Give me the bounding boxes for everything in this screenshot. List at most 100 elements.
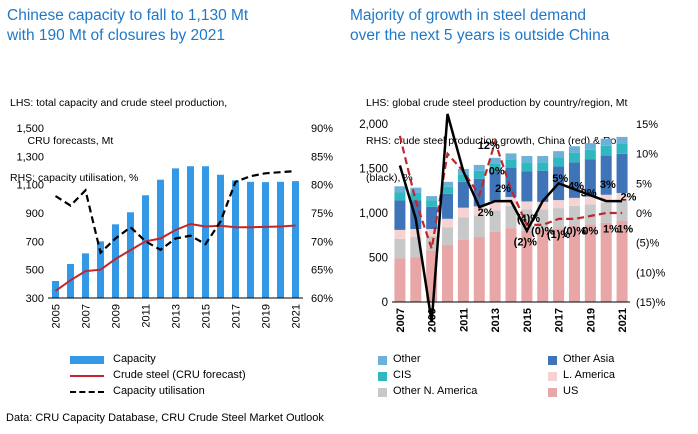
capacity-swatch bbox=[70, 356, 104, 364]
stack-segment bbox=[616, 221, 628, 302]
stack-segment bbox=[426, 229, 438, 237]
stack-segment bbox=[394, 258, 406, 302]
right-y-tick: (10)% bbox=[636, 267, 666, 279]
stack-segment bbox=[473, 206, 485, 216]
legend-us-label: US bbox=[563, 385, 579, 397]
stack-segment bbox=[584, 196, 596, 205]
stack-segment bbox=[568, 205, 580, 226]
capacity-bar bbox=[277, 181, 284, 298]
stack-segment bbox=[521, 156, 533, 163]
growth-data-label: (1)% bbox=[547, 229, 570, 241]
stack-segment bbox=[505, 159, 517, 168]
stack-segment bbox=[553, 157, 565, 167]
right-y-tick: 85% bbox=[311, 151, 333, 163]
stack-segment bbox=[457, 207, 469, 218]
stack-segment bbox=[568, 146, 580, 153]
growth-data-label: 3% bbox=[581, 187, 597, 199]
left-title-line-1: Chinese capacity to fall to 1,130 Mt bbox=[7, 7, 249, 24]
x-tick: 2021 bbox=[291, 304, 303, 328]
stack-segment bbox=[410, 187, 422, 193]
stack-segment bbox=[489, 210, 501, 232]
right-y-tick: 65% bbox=[311, 265, 333, 277]
growth-data-label: (0)% bbox=[563, 225, 586, 237]
x-tick: 2017 bbox=[231, 304, 243, 328]
right-title: Majority of growth in steel demand over … bbox=[350, 6, 609, 46]
stack-segment bbox=[537, 201, 549, 210]
legend-capacity-label: Capacity bbox=[113, 353, 156, 365]
stack-segment bbox=[521, 230, 533, 302]
capacity-bar bbox=[247, 181, 254, 298]
right-y-tick: 10% bbox=[636, 149, 658, 161]
stack-segment bbox=[473, 170, 485, 179]
left-note-line-1: LHS: total capacity and crude steel prod… bbox=[10, 97, 228, 109]
growth-data-label: 2% bbox=[620, 192, 636, 204]
legend-row-1: Other Other Asia bbox=[378, 352, 688, 368]
left-y-tick: 1,500 bbox=[359, 164, 388, 176]
stack-segment bbox=[457, 174, 469, 182]
capacity-bar bbox=[112, 224, 119, 298]
left-chart: 300 500 700 900 1,100 1,300 1,500 60% 65% 70% 75% 8… bbox=[16, 123, 333, 328]
capacity-utilisation-line bbox=[54, 170, 296, 255]
x-tick: 2009 bbox=[111, 304, 123, 328]
left-legend: Capacity Crude steel (CRU forecast) Capa… bbox=[70, 352, 330, 400]
stack-segment bbox=[600, 138, 612, 146]
x-tick: 2011 bbox=[458, 308, 470, 332]
stack-segment bbox=[489, 157, 501, 164]
legend-capacity: Capacity bbox=[70, 352, 330, 368]
left-y-tick: 500 bbox=[369, 253, 388, 265]
left-y-tick: 1,300 bbox=[16, 151, 44, 163]
stack-segment bbox=[426, 250, 438, 302]
legend-util-label: Capacity utilisation bbox=[113, 385, 205, 397]
stack-segment bbox=[521, 209, 533, 231]
stack-segment bbox=[473, 215, 485, 238]
stack-segment bbox=[426, 200, 438, 207]
cis-swatch bbox=[378, 372, 387, 381]
right-y-tick: 5% bbox=[636, 178, 652, 190]
china-growth-line bbox=[398, 135, 623, 249]
stack-segment bbox=[473, 164, 485, 171]
capacity-bar bbox=[217, 174, 224, 298]
stack-segment bbox=[600, 194, 612, 203]
growth-data-label: (0)% bbox=[531, 225, 554, 237]
stack-segment bbox=[426, 206, 438, 230]
legend-util: Capacity utilisation bbox=[70, 384, 330, 400]
growth-data-label: 4% bbox=[568, 180, 584, 192]
legend-l-america-label: L. America bbox=[563, 369, 615, 381]
stack-segment bbox=[442, 218, 454, 228]
stack-segment bbox=[457, 239, 469, 302]
growth-data-label: (2)% bbox=[514, 237, 537, 249]
crude-steel-line bbox=[54, 222, 296, 292]
legend-other-label: Other bbox=[393, 353, 421, 365]
stack-segment bbox=[568, 197, 580, 206]
l-america-swatch bbox=[548, 372, 557, 381]
stack-segment bbox=[616, 192, 628, 201]
stack-segment bbox=[584, 224, 596, 302]
growth-data-label: 1% bbox=[617, 224, 633, 236]
growth-data-label: (4)% bbox=[517, 213, 540, 225]
stack-segment bbox=[394, 186, 406, 193]
right-y-tick: 60% bbox=[311, 293, 333, 305]
capacity-bar bbox=[82, 253, 89, 298]
stack-segment bbox=[584, 143, 596, 150]
stack-segment bbox=[442, 186, 454, 194]
stack-segment bbox=[584, 204, 596, 225]
row-growth-line bbox=[398, 113, 623, 323]
stack-segment bbox=[442, 193, 454, 219]
left-y-tick: 500 bbox=[26, 265, 44, 277]
stack-segment bbox=[600, 222, 612, 302]
other-swatch bbox=[378, 356, 387, 365]
legend-other-na-label: Other N. America bbox=[393, 385, 478, 397]
stack-segment bbox=[410, 192, 422, 201]
stack-segment bbox=[600, 155, 612, 195]
right-y-tick: 15% bbox=[636, 119, 658, 131]
left-y-tick: 0 bbox=[382, 297, 388, 309]
stack-segment bbox=[600, 202, 612, 223]
left-axis-note: LHS: total capacity and crude steel prod… bbox=[10, 72, 227, 210]
stack-segment bbox=[616, 144, 628, 154]
stack-segment bbox=[394, 229, 406, 239]
x-tick: 2015 bbox=[522, 308, 534, 332]
capacity-bar bbox=[232, 180, 239, 298]
left-y-tick: 1,000 bbox=[359, 208, 388, 220]
left-y-tick: 300 bbox=[26, 293, 44, 305]
